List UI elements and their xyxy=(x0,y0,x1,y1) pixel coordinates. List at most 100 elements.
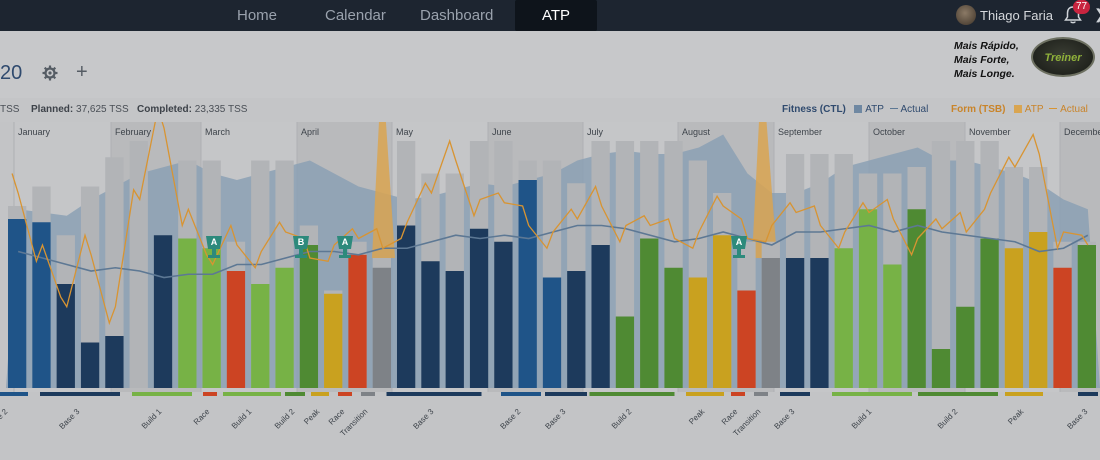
phase-strip xyxy=(780,392,810,396)
month-label: September xyxy=(778,127,822,137)
fitness-legend: Fitness (CTL) ATP Actual xyxy=(782,104,928,115)
phase-label: Build 2 xyxy=(610,407,634,431)
trophy-stem xyxy=(737,249,741,255)
phase-strip xyxy=(285,392,305,396)
phase-strip xyxy=(686,392,724,396)
nav-dashboard[interactable]: Dashboard xyxy=(420,7,494,24)
actual-bar xyxy=(834,248,853,388)
phase-strip xyxy=(338,392,352,396)
phase-label: Base 2 xyxy=(0,407,10,431)
phase-label: Build 2 xyxy=(273,407,297,431)
phase-strip xyxy=(40,392,120,396)
completed-value: 23,335 TSS xyxy=(194,104,248,115)
actual-bar xyxy=(1029,232,1048,388)
actual-bar xyxy=(591,245,610,388)
actual-bar xyxy=(542,277,562,388)
form-actual-label: Actual xyxy=(1060,104,1088,115)
phase-label: Race xyxy=(192,407,212,427)
actual-bar xyxy=(324,293,343,388)
actual-bar xyxy=(202,248,221,388)
actual-bar xyxy=(1053,267,1072,388)
user-name: Thiago Faria xyxy=(980,7,1053,23)
slogan-line-3: Mais Longe. xyxy=(954,68,1015,80)
actual-bar xyxy=(567,271,586,388)
nav-home[interactable]: Home xyxy=(237,7,278,24)
phase-strip xyxy=(223,392,281,396)
phase-label: Race xyxy=(720,407,740,427)
planned-bar xyxy=(129,141,148,388)
tss-fragment: TSS xyxy=(0,104,20,115)
phase-label: Base 3 xyxy=(543,407,567,431)
phase-strip xyxy=(132,392,192,396)
trophy-stem xyxy=(212,249,216,255)
phase-label: Base 3 xyxy=(1065,407,1089,431)
actual-bar xyxy=(931,349,951,388)
notification-badge[interactable]: 77 xyxy=(1073,0,1090,14)
month-label: April xyxy=(301,127,319,137)
month-label: March xyxy=(205,127,230,137)
actual-bar xyxy=(640,238,659,388)
logo-text: Treiner xyxy=(1044,52,1082,64)
phase-label: Base 3 xyxy=(411,407,435,431)
trophy-icon xyxy=(337,236,353,249)
trophy-base xyxy=(733,255,745,258)
actual-bar xyxy=(518,180,537,388)
actual-bar xyxy=(785,258,805,388)
actual-bar xyxy=(299,245,319,388)
actual-bar xyxy=(810,258,829,388)
actual-bar xyxy=(494,241,513,388)
actual-bar xyxy=(396,225,416,388)
month-label: May xyxy=(396,127,414,137)
phase-label: Race xyxy=(327,407,347,427)
form-legend: Form (TSB) ATP Actual xyxy=(951,104,1088,115)
top-nav: Home Calendar Dashboard ATP Thiago Faria… xyxy=(0,0,1100,31)
phase-strip xyxy=(386,392,482,396)
nav-calendar[interactable]: Calendar xyxy=(325,7,386,24)
phase-strip xyxy=(501,392,541,396)
phase-label: Build 1 xyxy=(230,407,254,431)
avatar xyxy=(956,5,976,25)
trophy-stem xyxy=(343,249,347,255)
logo: Treiner xyxy=(1031,37,1095,77)
fitness-actual-swatch xyxy=(889,108,898,109)
phase-strip xyxy=(754,392,768,396)
actual-bar xyxy=(8,219,27,388)
user-menu[interactable]: Thiago Faria xyxy=(956,3,1053,27)
form-atp-label: ATP xyxy=(1024,104,1044,115)
actual-bar xyxy=(178,238,197,388)
slogan-line-2: Mais Forte, xyxy=(954,54,1010,66)
form-legend-title: Form (TSB) xyxy=(951,104,1006,115)
actual-bar xyxy=(1077,245,1096,388)
gear-icon[interactable] xyxy=(42,65,58,81)
actual-bar xyxy=(713,235,732,388)
actual-bar xyxy=(907,209,926,388)
fitness-actual-label: Actual xyxy=(900,104,929,115)
nav-atp[interactable]: ATP xyxy=(515,0,597,31)
phase-label: Base 3 xyxy=(772,407,796,431)
form-atp-swatch xyxy=(1013,105,1022,113)
trophy-letter: A xyxy=(342,237,349,247)
completed-label: Completed: xyxy=(137,104,192,115)
actual-bar xyxy=(615,316,635,388)
actual-bar xyxy=(105,336,124,388)
actual-bar xyxy=(664,267,683,388)
phase-strip xyxy=(311,392,329,396)
actual-bar xyxy=(688,277,708,388)
month-label: June xyxy=(492,127,512,137)
phase-strip xyxy=(731,392,745,396)
actual-bar xyxy=(445,271,464,388)
phase-label: Peak xyxy=(302,406,322,426)
actual-bar xyxy=(1004,248,1024,388)
actual-bar xyxy=(883,264,902,388)
more-icon[interactable]: ❯ xyxy=(1094,6,1100,23)
phase-label: Base 3 xyxy=(57,407,81,431)
actual-bar xyxy=(956,306,975,388)
slogan-line-1: Mais Rápido, xyxy=(954,40,1019,52)
fitness-legend-title: Fitness (CTL) xyxy=(782,104,846,115)
add-icon[interactable]: + xyxy=(76,61,88,83)
actual-bar xyxy=(275,267,294,388)
form-actual-swatch xyxy=(1049,108,1058,109)
actual-bar xyxy=(980,238,999,388)
atp-chart-svg: January February March April May June July Augu… xyxy=(0,122,1100,438)
actual-bar xyxy=(372,267,391,388)
